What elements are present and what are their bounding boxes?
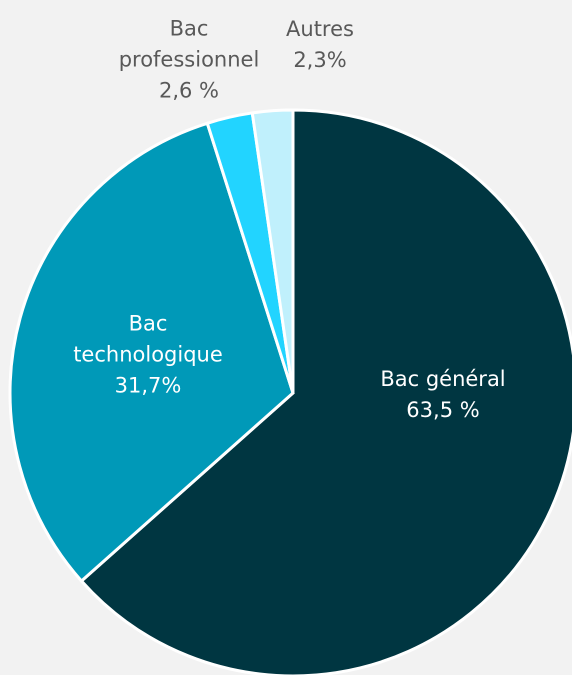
pie-slice bbox=[250, 108, 295, 394]
value-label: 63,5 % bbox=[406, 398, 480, 422]
category-label: Bac professionnel bbox=[118, 16, 260, 72]
category-label: Autres bbox=[286, 17, 354, 41]
data-label: Bac technologique 31,7% bbox=[51, 309, 246, 402]
data-label: Bac général 63,5 % bbox=[338, 364, 548, 426]
pie-slice bbox=[79, 108, 572, 675]
pie-slice bbox=[8, 121, 295, 584]
category-label: Bac technologique bbox=[73, 311, 223, 367]
value-label: 2,3% bbox=[293, 48, 347, 72]
data-label: Bac professionnel 2,6 % bbox=[99, 14, 279, 107]
category-label: Bac général bbox=[380, 367, 506, 391]
value-label: 2,6 % bbox=[158, 78, 220, 103]
data-label: Autres 2,3% bbox=[270, 14, 370, 76]
value-label: 31,7% bbox=[114, 373, 182, 398]
